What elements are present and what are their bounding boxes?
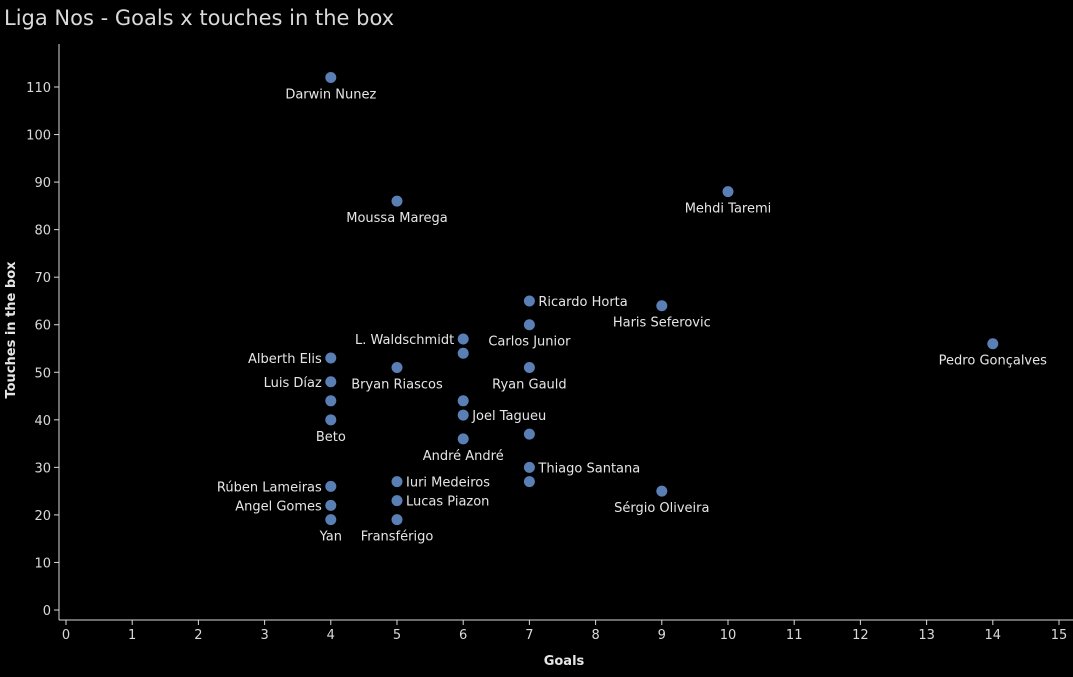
point-label: Sérgio Oliveira: [614, 501, 709, 516]
data-point: [722, 186, 734, 198]
data-point: [523, 295, 535, 307]
point-label: Angel Gomes: [235, 499, 322, 514]
data-point: [523, 319, 535, 331]
y-tick-label: 100: [26, 129, 51, 144]
point-label: Fransférigo: [361, 530, 434, 545]
point-label: Iuri Medeiros: [406, 476, 490, 491]
x-tick-label: 11: [786, 628, 803, 643]
data-point: [523, 362, 535, 374]
y-tick-label: 10: [34, 556, 51, 571]
data-point: [457, 333, 469, 345]
x-axis-ticks: 0 1 2 3 4 5 6 7 8 9 10 11 12 13 14 15: [62, 620, 1067, 643]
point-label: Alberth Elis: [248, 352, 322, 367]
data-point: [325, 480, 337, 492]
data-point: [325, 499, 337, 511]
x-tick-label: 2: [194, 628, 202, 643]
chart-title: Liga Nos - Goals x touches in the box: [4, 6, 395, 30]
data-point: [656, 300, 668, 312]
y-tick-label: 40: [34, 414, 51, 429]
data-point: [325, 514, 337, 526]
data-point: [523, 476, 535, 488]
point-label: Rúben Lameiras: [217, 480, 322, 495]
data-point: [391, 195, 403, 207]
data-point: [391, 514, 403, 526]
data-points: [325, 71, 999, 526]
point-label: Luis Díaz: [264, 376, 322, 391]
y-tick-label: 0: [43, 604, 51, 619]
data-point: [325, 395, 337, 407]
point-label: Pedro Gonçalves: [939, 354, 1047, 369]
data-point: [391, 495, 403, 507]
y-axis-ticks: 0 10 20 30 40 50 60 70 80 90 100 110: [26, 81, 59, 619]
y-tick-label: 50: [34, 366, 51, 381]
point-label: Yan: [319, 530, 342, 545]
data-point: [523, 461, 535, 473]
point-label: Beto: [316, 430, 346, 445]
data-point: [325, 376, 337, 388]
data-point: [656, 485, 668, 497]
data-point: [391, 362, 403, 374]
data-point: [325, 352, 337, 364]
y-tick-label: 80: [34, 224, 51, 239]
x-tick-label: 1: [128, 628, 136, 643]
point-label: Ryan Gauld: [492, 378, 567, 393]
x-tick-label: 9: [658, 628, 666, 643]
data-point: [391, 476, 403, 488]
point-label: Thiago Santana: [537, 461, 640, 476]
data-point: [457, 347, 469, 359]
data-point: [325, 71, 337, 83]
x-tick-label: 12: [852, 628, 869, 643]
x-tick-label: 14: [985, 628, 1002, 643]
data-point: [523, 428, 535, 440]
y-tick-label: 60: [34, 319, 51, 334]
y-tick-label: 30: [34, 461, 51, 476]
y-tick-label: 20: [34, 509, 51, 524]
axes: [58, 44, 1073, 621]
point-label: Lucas Piazon: [406, 495, 489, 510]
data-point: [987, 338, 999, 350]
x-tick-label: 4: [327, 628, 335, 643]
x-tick-label: 10: [720, 628, 737, 643]
x-tick-label: 3: [260, 628, 268, 643]
point-label: Ricardo Horta: [538, 295, 627, 310]
data-point: [457, 433, 469, 445]
point-label: Darwin Nunez: [285, 87, 376, 102]
y-axis-title: Touches in the box: [4, 261, 19, 399]
point-label: Haris Seferovic: [613, 316, 711, 331]
data-point: [325, 414, 337, 426]
x-tick-label: 7: [525, 628, 533, 643]
x-tick-label: 0: [62, 628, 70, 643]
point-label: Bryan Riascos: [351, 378, 443, 393]
point-label: Joel Tagueu: [471, 409, 546, 424]
x-tick-label: 6: [459, 628, 467, 643]
point-label: Carlos Junior: [488, 335, 571, 350]
y-tick-label: 110: [26, 81, 51, 96]
x-tick-label: 8: [591, 628, 599, 643]
point-label: Mehdi Taremi: [685, 202, 772, 217]
point-label: André André: [423, 449, 504, 464]
point-labels: Darwin Nunez Moussa Marega Mehdi Taremi Ric…: [217, 87, 1047, 544]
point-label: Moussa Marega: [346, 211, 448, 226]
data-point: [457, 395, 469, 407]
x-tick-label: 13: [918, 628, 935, 643]
y-tick-label: 90: [34, 176, 51, 191]
data-point: [457, 409, 469, 421]
x-axis-title: Goals: [544, 654, 585, 669]
x-tick-label: 5: [393, 628, 401, 643]
y-tick-label: 70: [34, 271, 51, 286]
point-label: L. Waldschmidt: [355, 333, 454, 348]
x-tick-label: 15: [1051, 628, 1068, 643]
